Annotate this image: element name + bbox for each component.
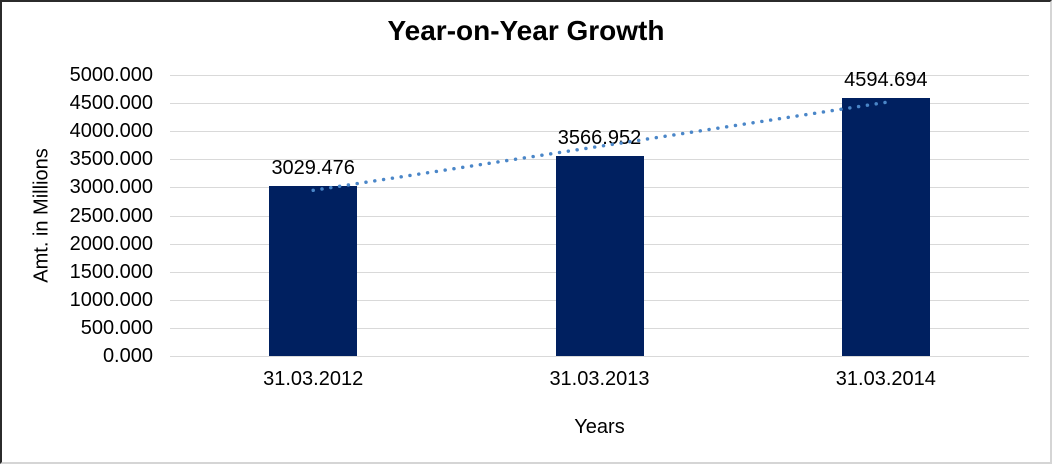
bar-31.03.2012 bbox=[269, 185, 358, 356]
y-tick-label: 500.000 bbox=[80, 316, 153, 339]
bar-31.03.2014 bbox=[841, 97, 930, 356]
y-tick-label: 3500.000 bbox=[69, 148, 153, 171]
data-label: 3566.952 bbox=[557, 126, 642, 149]
x-tick-label: 31.03.2014 bbox=[835, 368, 936, 390]
x-tick-label: 31.03.2013 bbox=[549, 368, 650, 390]
y-tick-label: 4000.000 bbox=[69, 120, 153, 143]
gridline bbox=[170, 75, 1029, 76]
y-tick-label: 2000.000 bbox=[69, 232, 153, 255]
x-tick-label: 31.03.2012 bbox=[263, 368, 364, 390]
plot-area bbox=[170, 75, 1029, 357]
chart-title: Year-on-Year Growth bbox=[387, 15, 665, 46]
y-tick-label: 1000.000 bbox=[69, 288, 153, 311]
bar-31.03.2013 bbox=[555, 155, 644, 356]
y-tick-label: 5000.000 bbox=[69, 64, 153, 86]
y-tick-label: 3000.000 bbox=[69, 176, 153, 199]
y-tick-label: 0.000 bbox=[102, 345, 153, 367]
x-axis-title: Years bbox=[574, 416, 625, 438]
data-label: 4594.694 bbox=[844, 68, 928, 91]
y-tick-label: 1500.000 bbox=[69, 260, 153, 283]
y-tick-label: 4500.000 bbox=[69, 92, 153, 115]
y-tick-label: 2500.000 bbox=[69, 204, 153, 227]
gridline bbox=[170, 356, 1029, 357]
data-label: 3029.476 bbox=[271, 156, 355, 179]
